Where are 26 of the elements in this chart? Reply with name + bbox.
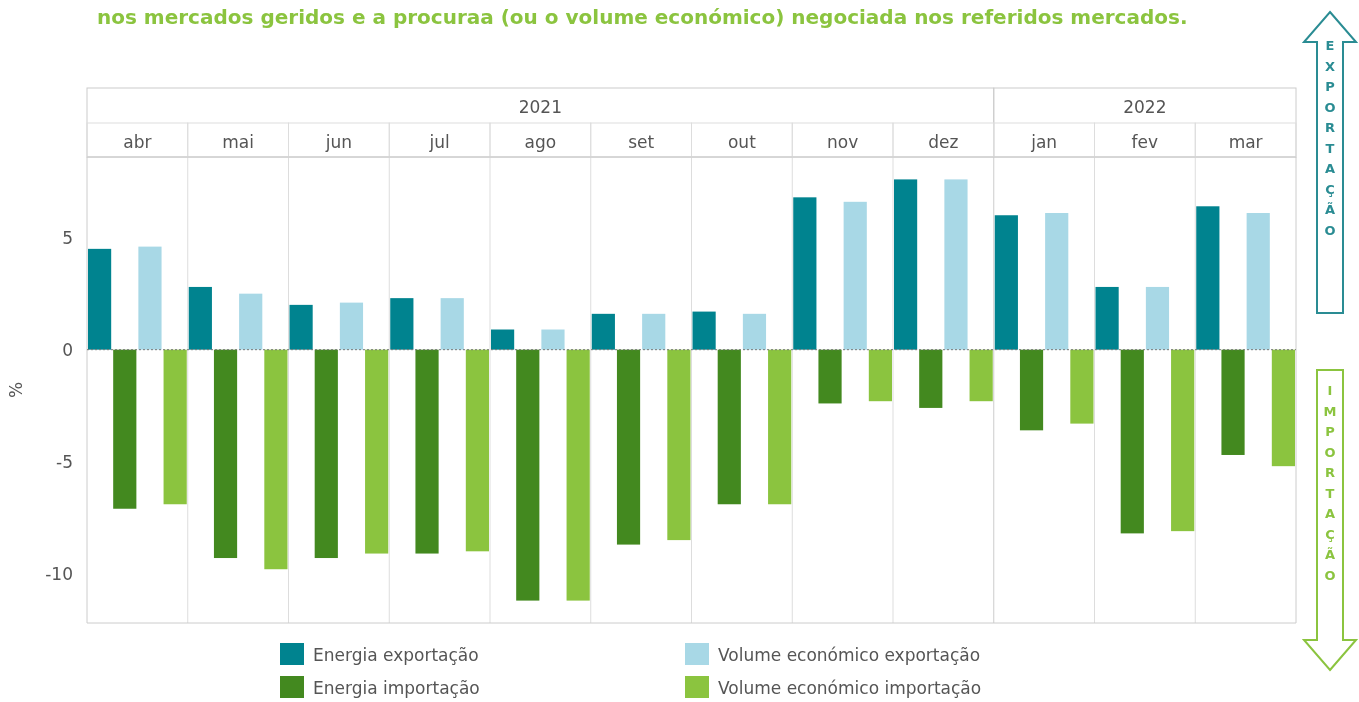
y-tick-label: 0 xyxy=(62,339,73,360)
y-tick-label: -10 xyxy=(45,563,73,584)
text: 2022 xyxy=(1123,97,1167,117)
chart-title: nos mercados geridos e a procuraa (ou o volume económico) negociada nos referidos mercados. xyxy=(97,5,1188,29)
x-tick-label: set xyxy=(628,132,655,152)
text: 2021 xyxy=(518,97,563,117)
y-tick-label: -5 xyxy=(56,451,73,472)
x-tick-label: jan xyxy=(1030,132,1058,152)
x-tick-label: jun xyxy=(324,132,353,152)
x-tick-label: out xyxy=(727,132,757,152)
x-tick-label: mai xyxy=(222,132,254,152)
text: IMPORTAÇÃO xyxy=(1323,383,1337,583)
x-tick-label: jul xyxy=(428,132,450,152)
x-tick-label: nov xyxy=(827,132,859,152)
legend-label: Volume económico exportação xyxy=(718,645,981,665)
legend-label: Volume económico importação xyxy=(718,678,982,698)
x-tick-label: mar xyxy=(1228,132,1263,152)
legend-label: Energia exportação xyxy=(313,645,479,665)
legend-label: Energia importação xyxy=(313,678,480,698)
x-tick-label: abr xyxy=(123,132,152,152)
x-tick-label: dez xyxy=(928,132,959,152)
text: EXPORTAÇÃO xyxy=(1324,38,1336,238)
x-tick-label: fev xyxy=(1131,132,1159,152)
y-axis-title: % xyxy=(6,381,26,399)
x-tick-label: ago xyxy=(524,132,557,152)
y-tick-label: 5 xyxy=(62,227,73,248)
